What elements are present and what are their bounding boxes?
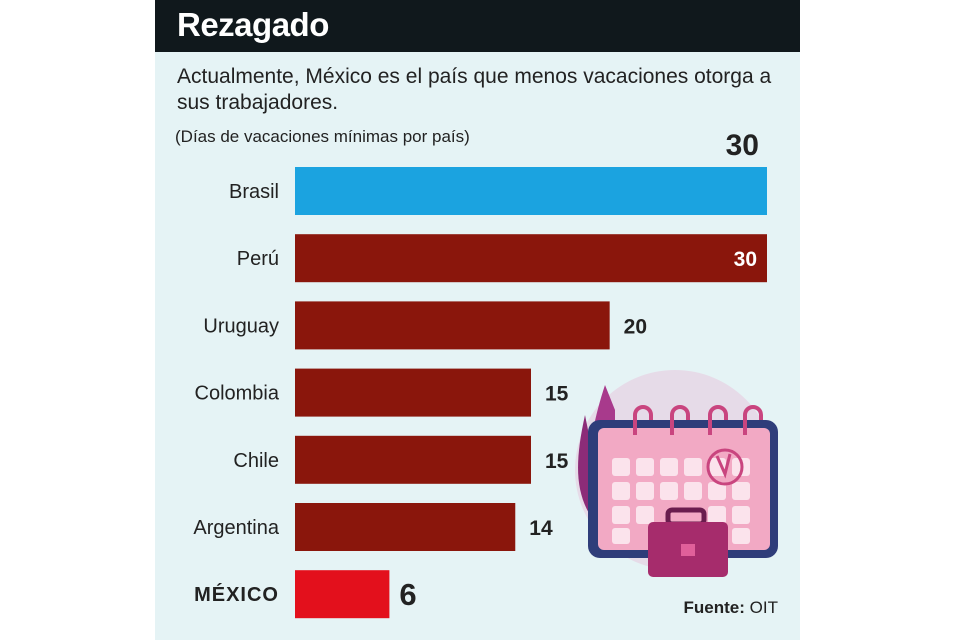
category-label: MÉXICO [194, 583, 279, 606]
unit-label: (Días de vacaciones mínimas por país) [175, 127, 470, 146]
bar [295, 368, 531, 417]
chart-subtitle: Actualmente, México es el país que menos… [177, 65, 772, 114]
value-label: 20 [624, 315, 647, 338]
header-bar: Rezagado [155, 0, 800, 52]
category-label: Colombia [195, 383, 280, 405]
value-label: 6 [399, 577, 416, 612]
value-label: 30 [734, 248, 757, 271]
bar [295, 570, 390, 619]
bar-chart: Brasil 30 Perú 30 Uruguay 20 Colombia 15 Chile 15… [193, 129, 767, 619]
value-label: 15 [545, 383, 569, 406]
source-value: OIT [749, 598, 778, 617]
category-label: Brasil [229, 181, 279, 203]
bar [295, 435, 531, 484]
bar [295, 234, 767, 283]
chart-title: Rezagado [177, 6, 329, 43]
source-note: Fuente: OIT [684, 598, 778, 618]
bar [295, 301, 610, 350]
category-label: Argentina [193, 517, 279, 539]
infographic-panel: Rezagado Actualmente, México es el país … [155, 0, 800, 640]
category-label: Chile [233, 450, 279, 472]
value-label: 15 [545, 450, 569, 473]
value-label: 14 [529, 517, 553, 540]
bar [295, 503, 516, 551]
source-label: Fuente: [683, 598, 745, 617]
category-label: Perú [237, 248, 279, 270]
value-label: 30 [726, 129, 759, 162]
bar [295, 167, 767, 215]
category-label: Uruguay [203, 315, 279, 337]
calendar-briefcase-illustration [575, 370, 778, 577]
